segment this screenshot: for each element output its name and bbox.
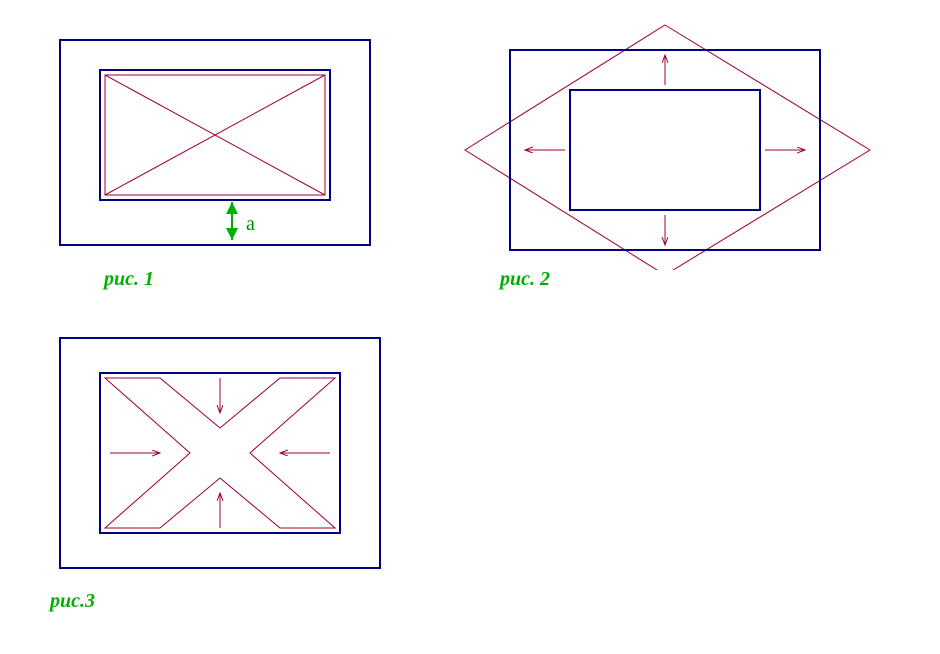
- figure-3-svg: [50, 328, 390, 578]
- figure-3: [50, 328, 390, 578]
- figure-1-svg: a: [50, 30, 380, 255]
- figure-2: [460, 20, 890, 270]
- annotation-a: a: [246, 213, 255, 235]
- caption-fig2: рис. 2: [500, 268, 550, 291]
- figure-2-svg: [460, 20, 890, 270]
- caption-fig3: рис.3: [50, 590, 95, 613]
- caption-fig1: рис. 1: [104, 268, 154, 291]
- inner-rect: [570, 90, 760, 210]
- figure-1: a: [50, 30, 380, 255]
